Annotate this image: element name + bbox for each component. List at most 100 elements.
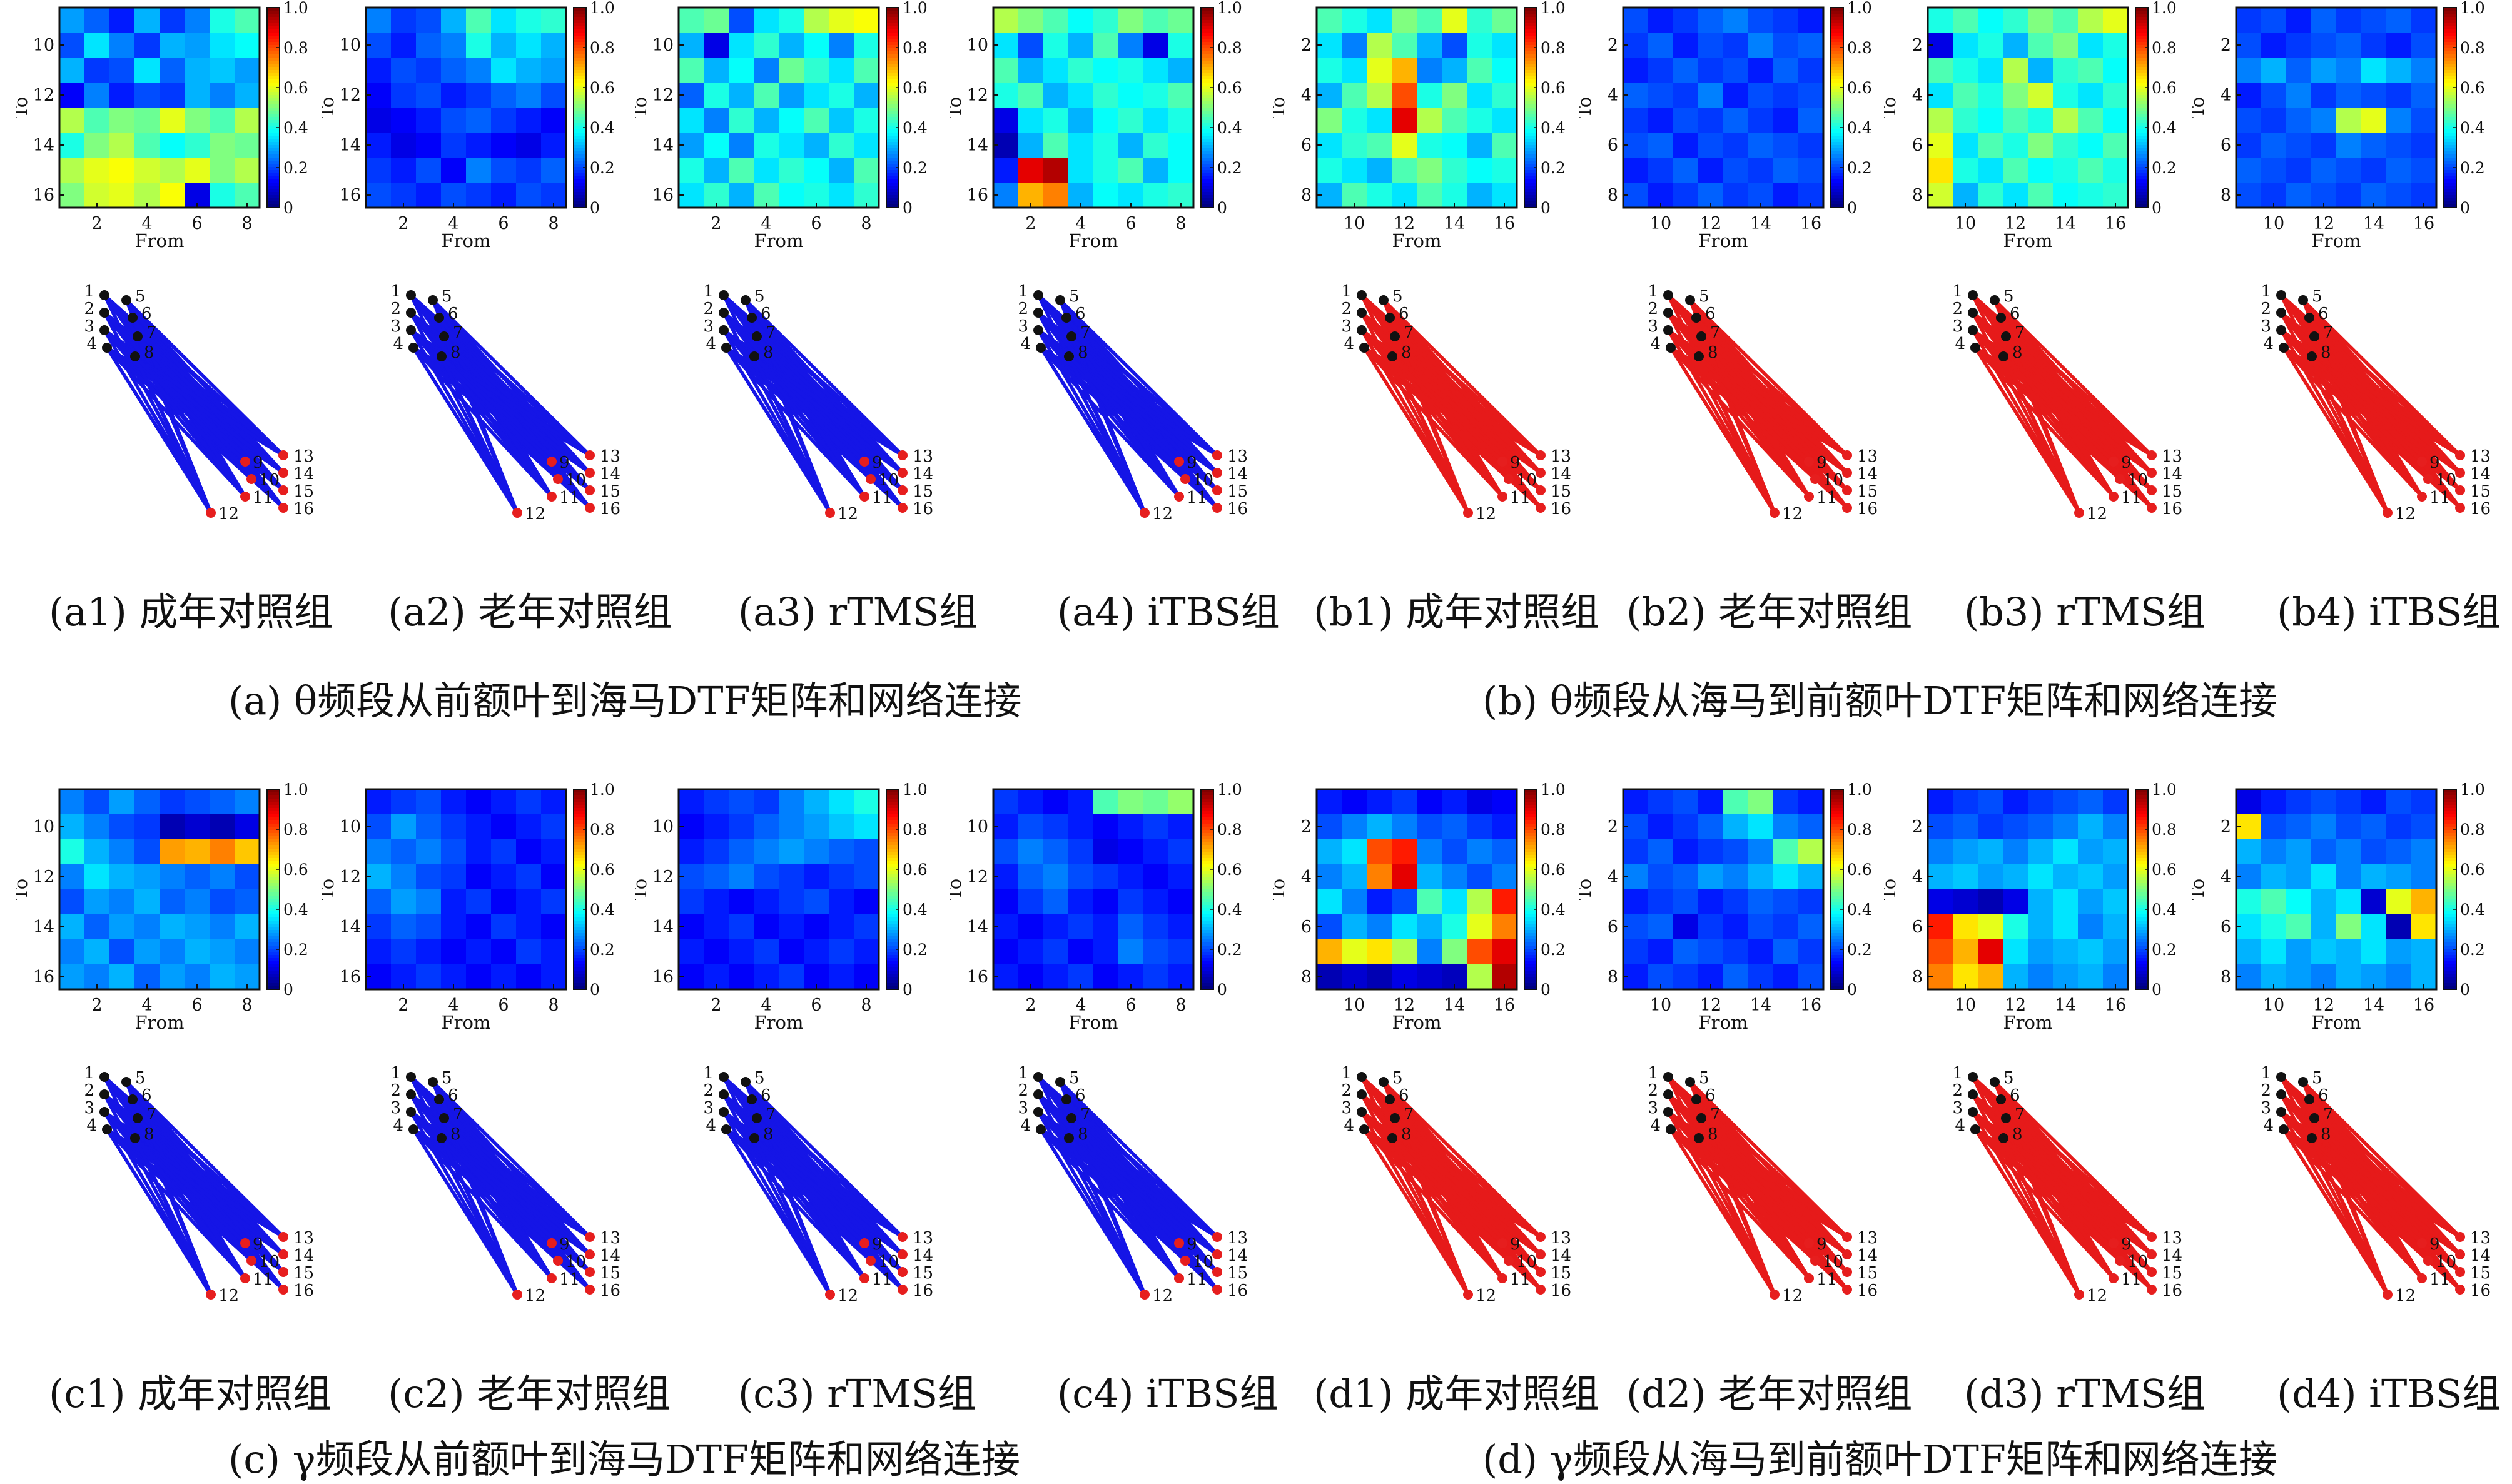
connection-line [1699, 1116, 1849, 1239]
heatmap-cell [1018, 839, 1044, 865]
panel-d4: 10 12 14 16 2 4 6 8 From To 0 0.2 0.4 0.6 0.8 1.0 1 2 3 4 5 6… [2192, 782, 2493, 1407]
node-label: 6 [1705, 305, 1716, 323]
heatmap-cell [1773, 8, 1799, 33]
heatmap-cell [1168, 914, 1194, 940]
y-tick-label: 14 [967, 136, 988, 155]
x-tick-label: 10 [2263, 996, 2284, 1015]
heatmap-cell [1367, 58, 1392, 83]
heatmap-cell [1978, 889, 2003, 915]
colorbar-tick-label: 0.8 [1217, 39, 1242, 57]
heatmap-cell [829, 158, 854, 183]
panel-c4: 2 4 6 8 10 12 14 16 From To 0 0.2 0.4 0.6 0.8 1.0 1 2 3 4 5 6… [950, 782, 1250, 1407]
connection-line [2312, 1116, 2462, 1239]
node-label: 8 [450, 343, 461, 362]
heatmap-cell [466, 8, 492, 33]
node-label: 5 [2312, 1069, 2322, 1088]
heatmap-cell [1723, 158, 1749, 183]
heatmap-cell [2261, 33, 2287, 58]
heatmap-cell [2236, 839, 2262, 865]
y-axis-label: To [950, 879, 965, 901]
y-tick-label: 2 [1912, 817, 1923, 837]
hippocampus-node [1804, 1273, 1814, 1283]
heatmap-cell [1623, 839, 1649, 865]
node-label: 10 [565, 1253, 586, 1271]
node-label: 8 [1401, 343, 1412, 362]
heatmap-cell [2336, 133, 2362, 158]
heatmap-cell [754, 939, 779, 965]
connection-line [136, 335, 285, 475]
hippocampus-node [2455, 468, 2465, 478]
heatmap-cell [235, 889, 260, 915]
heatmap-cell [704, 839, 729, 865]
node-label: 13 [1857, 1229, 1878, 1248]
heatmap-c4 [993, 789, 1194, 990]
frontal-node [121, 295, 131, 305]
x-tick-label: 14 [2363, 996, 2384, 1015]
node-label: 15 [1227, 482, 1248, 501]
colorbar-tick-label: 0 [903, 981, 913, 999]
heatmap-cell [2361, 914, 2387, 940]
chart-c2: 2 4 6 810121416FromTo00.20.40.60.81.0123456… [322, 782, 620, 1305]
colorbar: 00.20.40.60.81.0 [886, 0, 928, 217]
x-tick-label: 16 [1800, 214, 1821, 233]
heatmap-c3 [679, 789, 879, 990]
hippocampus-node [2417, 1273, 2427, 1283]
node-label: 1 [1018, 282, 1028, 301]
heatmap-cell [109, 914, 135, 940]
frontal-node [2001, 1113, 2011, 1123]
y-tick-label: 10 [967, 36, 988, 55]
heatmap-cell [1467, 889, 1492, 915]
frontal-node [1990, 295, 2000, 305]
heatmap-cell [1648, 889, 1674, 915]
heatmap-cell [1093, 58, 1119, 83]
y-axis-label: To [950, 97, 965, 119]
connection-line [1393, 1116, 1542, 1291]
heatmap-cell [1043, 939, 1069, 965]
heatmap-cell [2028, 33, 2054, 58]
node-label: 11 [1816, 488, 1837, 507]
heatmap-cell [1392, 864, 1417, 890]
hippocampus-node [1174, 492, 1184, 502]
node-label: 3 [2261, 317, 2271, 336]
colorbar-tick-label: 0.4 [2152, 901, 2177, 919]
node-label: 5 [1392, 1069, 1403, 1088]
x-axis-label: From [754, 1012, 804, 1033]
panel-a1: 2 4 6 8 10 12 14 16 From To 0 0.2 0.4 0.6 0.8 1.0 1 2 3 4 5 6… [16, 0, 316, 625]
node-label: 15 [600, 1264, 620, 1283]
heatmap-cell [993, 8, 1019, 33]
heatmap-cell [416, 8, 442, 33]
heatmap-cell [541, 108, 567, 133]
connection-line [1362, 346, 1470, 515]
heatmap-cell [1143, 33, 1169, 58]
heatmap-cell [185, 789, 210, 815]
heatmap-cell [2361, 33, 2387, 58]
colorbar-tick-label: 0 [2152, 981, 2162, 999]
node-label: 4 [1344, 1116, 1354, 1135]
panel-label-c2: (c2) 老年对照组 [388, 1371, 671, 1416]
heatmap-cell [210, 158, 235, 183]
node-label: 12 [2087, 505, 2107, 523]
heatmap-cell [235, 839, 260, 865]
heatmap-cell [1093, 839, 1119, 865]
heatmap-cell [109, 108, 135, 133]
node-label: 3 [1952, 317, 1963, 336]
heatmap-cell [804, 939, 829, 965]
connection-line [2310, 1136, 2424, 1280]
frontal-node [102, 343, 112, 353]
heatmap-cell [829, 839, 854, 865]
node-label: 8 [2321, 1125, 2331, 1144]
hippocampus-node [1504, 1256, 1514, 1266]
heatmap-cell [729, 158, 754, 183]
heatmap-cell [2003, 939, 2028, 965]
heatmap-cell [160, 789, 185, 815]
heatmap-cell [134, 839, 160, 865]
heatmap-d4 [2236, 789, 2437, 990]
hippocampus-node [1140, 1290, 1150, 1300]
hippocampus-node [512, 1290, 522, 1300]
heatmap-cell [1018, 939, 1044, 965]
connection-line [1697, 355, 1849, 492]
frontal-node [752, 331, 762, 341]
node-label: 11 [253, 488, 273, 507]
heatmap-cell [1043, 33, 1069, 58]
heatmap-cell [416, 789, 442, 815]
